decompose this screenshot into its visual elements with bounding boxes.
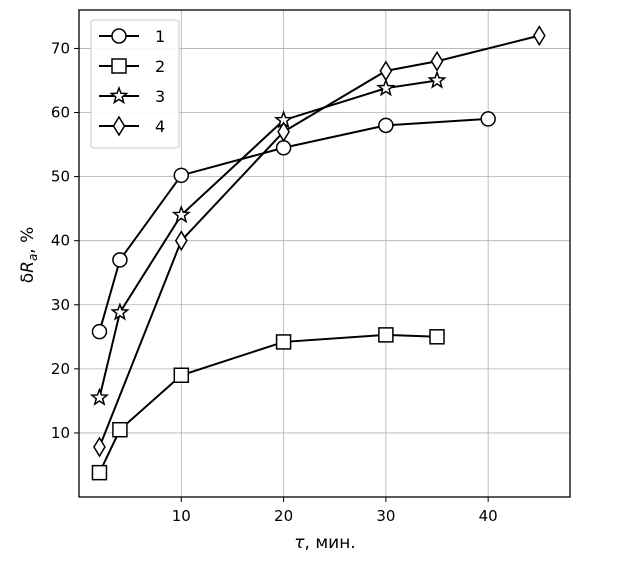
series-3-line — [98, 79, 438, 398]
legend-entry-2: 2 — [99, 57, 165, 76]
series-3-point — [110, 302, 130, 321]
series-1-point — [275, 140, 292, 156]
series-3-point — [171, 204, 191, 224]
x-tick-label: 10 — [172, 507, 191, 525]
legend-symbol — [112, 115, 126, 137]
y-tick-label: 10 — [51, 424, 70, 442]
series-2-point — [112, 421, 128, 438]
legend-marker-4 — [99, 115, 139, 137]
y-tick-label: 30 — [51, 296, 70, 314]
x-tick-label: 30 — [376, 507, 395, 525]
series-layer — [89, 25, 546, 481]
series-4-line — [98, 34, 540, 448]
series-4-point — [174, 230, 188, 252]
y-axis-subscript: a — [26, 254, 40, 261]
legend-entry-1: 1 — [99, 27, 165, 46]
series-2-point — [275, 334, 292, 350]
series-2-point — [173, 367, 190, 383]
ticks: 10 20 30 40 10 20 30 40 50 60 70 — [51, 39, 498, 525]
series-3-point — [376, 78, 396, 97]
legend-marker-1 — [99, 28, 139, 44]
y-tick-label: 40 — [51, 232, 70, 250]
y-axis-r: R — [18, 261, 38, 273]
legend-marker-2 — [99, 58, 139, 74]
legend-label-2: 2 — [155, 57, 165, 76]
series-2 — [91, 327, 445, 481]
x-axis-label: τ, мин. — [294, 533, 355, 553]
legend: 1 2 3 4 — [90, 19, 180, 149]
y-tick-label: 70 — [51, 39, 70, 57]
series-1-point — [378, 117, 394, 134]
series-4-point — [532, 25, 546, 47]
series-4 — [93, 25, 546, 458]
series-1-point — [112, 252, 128, 268]
y-axis-unit: , % — [18, 227, 38, 254]
series-4-point — [430, 50, 444, 72]
legend-symbol — [109, 85, 129, 105]
legend-symbol — [111, 28, 127, 44]
legend-entry-3: 3 — [99, 85, 165, 106]
plot-frame — [78, 9, 571, 498]
series-4-point — [277, 121, 290, 143]
y-tick-label: 20 — [51, 360, 70, 378]
legend-label-4: 4 — [155, 117, 165, 136]
series-1-point — [173, 167, 190, 184]
legend-label-3: 3 — [155, 87, 165, 106]
series-3-point — [427, 70, 447, 89]
series-3 — [89, 70, 447, 406]
series-2-point — [91, 464, 108, 481]
legend-symbol — [111, 58, 127, 74]
legend-marker-3 — [99, 85, 139, 105]
series-4-point — [379, 60, 393, 82]
series-2-line — [98, 333, 438, 474]
series-1-line — [98, 117, 489, 332]
legend-label-1: 1 — [155, 27, 165, 46]
series-4-point — [93, 436, 106, 458]
y-tick-label: 50 — [51, 168, 70, 186]
x-axis-symbol: τ — [294, 533, 305, 553]
legend-entry-4: 4 — [99, 115, 165, 137]
x-tick-label: 40 — [479, 507, 498, 525]
series-1-point — [480, 111, 496, 127]
y-tick-label: 60 — [51, 104, 70, 122]
series-1-point — [91, 323, 108, 340]
y-axis-label: δRa, % — [18, 227, 40, 284]
legend-box — [90, 19, 180, 149]
y-axis-delta: δ — [18, 273, 38, 283]
series-2-point — [378, 327, 394, 343]
series-3-point — [89, 387, 110, 406]
series-1 — [91, 111, 496, 340]
series-2-point — [429, 329, 445, 345]
x-tick-label: 20 — [274, 507, 293, 525]
x-axis-unit: , мин. — [305, 533, 356, 553]
